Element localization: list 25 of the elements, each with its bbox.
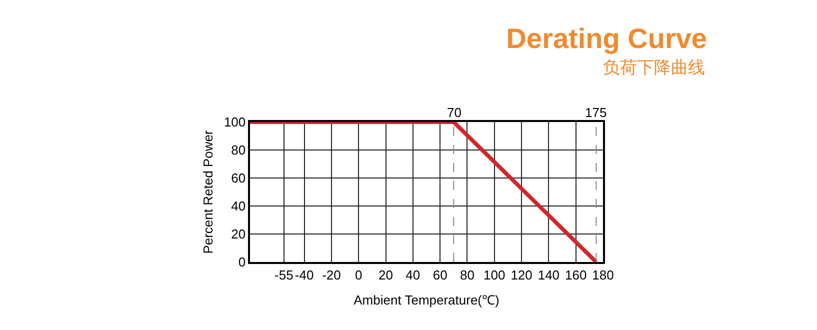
x-tick-label: -40 [294,267,314,282]
x-tick-label: 60 [432,267,448,282]
text: 负荷下降曲线 [603,58,705,78]
x-axis-title: Ambient Temperature(℃) [354,292,500,308]
x-tick-label: 140 [538,267,560,282]
chart-title: Derating Curve [506,22,707,54]
x-tick-label: 100 [484,267,506,282]
x-tick-label: -55 [274,267,294,282]
x-tick-label: 180 [592,267,614,282]
x-tick-label: 160 [565,267,587,282]
x-tick-label: 0 [355,267,362,282]
x-tick-label: 80 [460,267,474,282]
x-tick-label: -20 [322,267,341,282]
x-tick-label: 20 [378,267,394,282]
ref-line-label: 70 [447,105,462,120]
y-tick-label: 60 [231,170,246,186]
x-tick-label: 120 [510,267,532,282]
y-tick-label: 0 [238,254,246,270]
y-tick-label: 80 [231,142,246,158]
y-axis-title: Percent Reted Power [200,130,216,254]
y-tick-label: 100 [224,114,246,130]
ref-line-label: 175 [585,105,607,120]
x-tick-label: 40 [406,267,420,282]
y-tick-label: 40 [231,198,246,214]
y-tick-label: 20 [231,226,246,242]
